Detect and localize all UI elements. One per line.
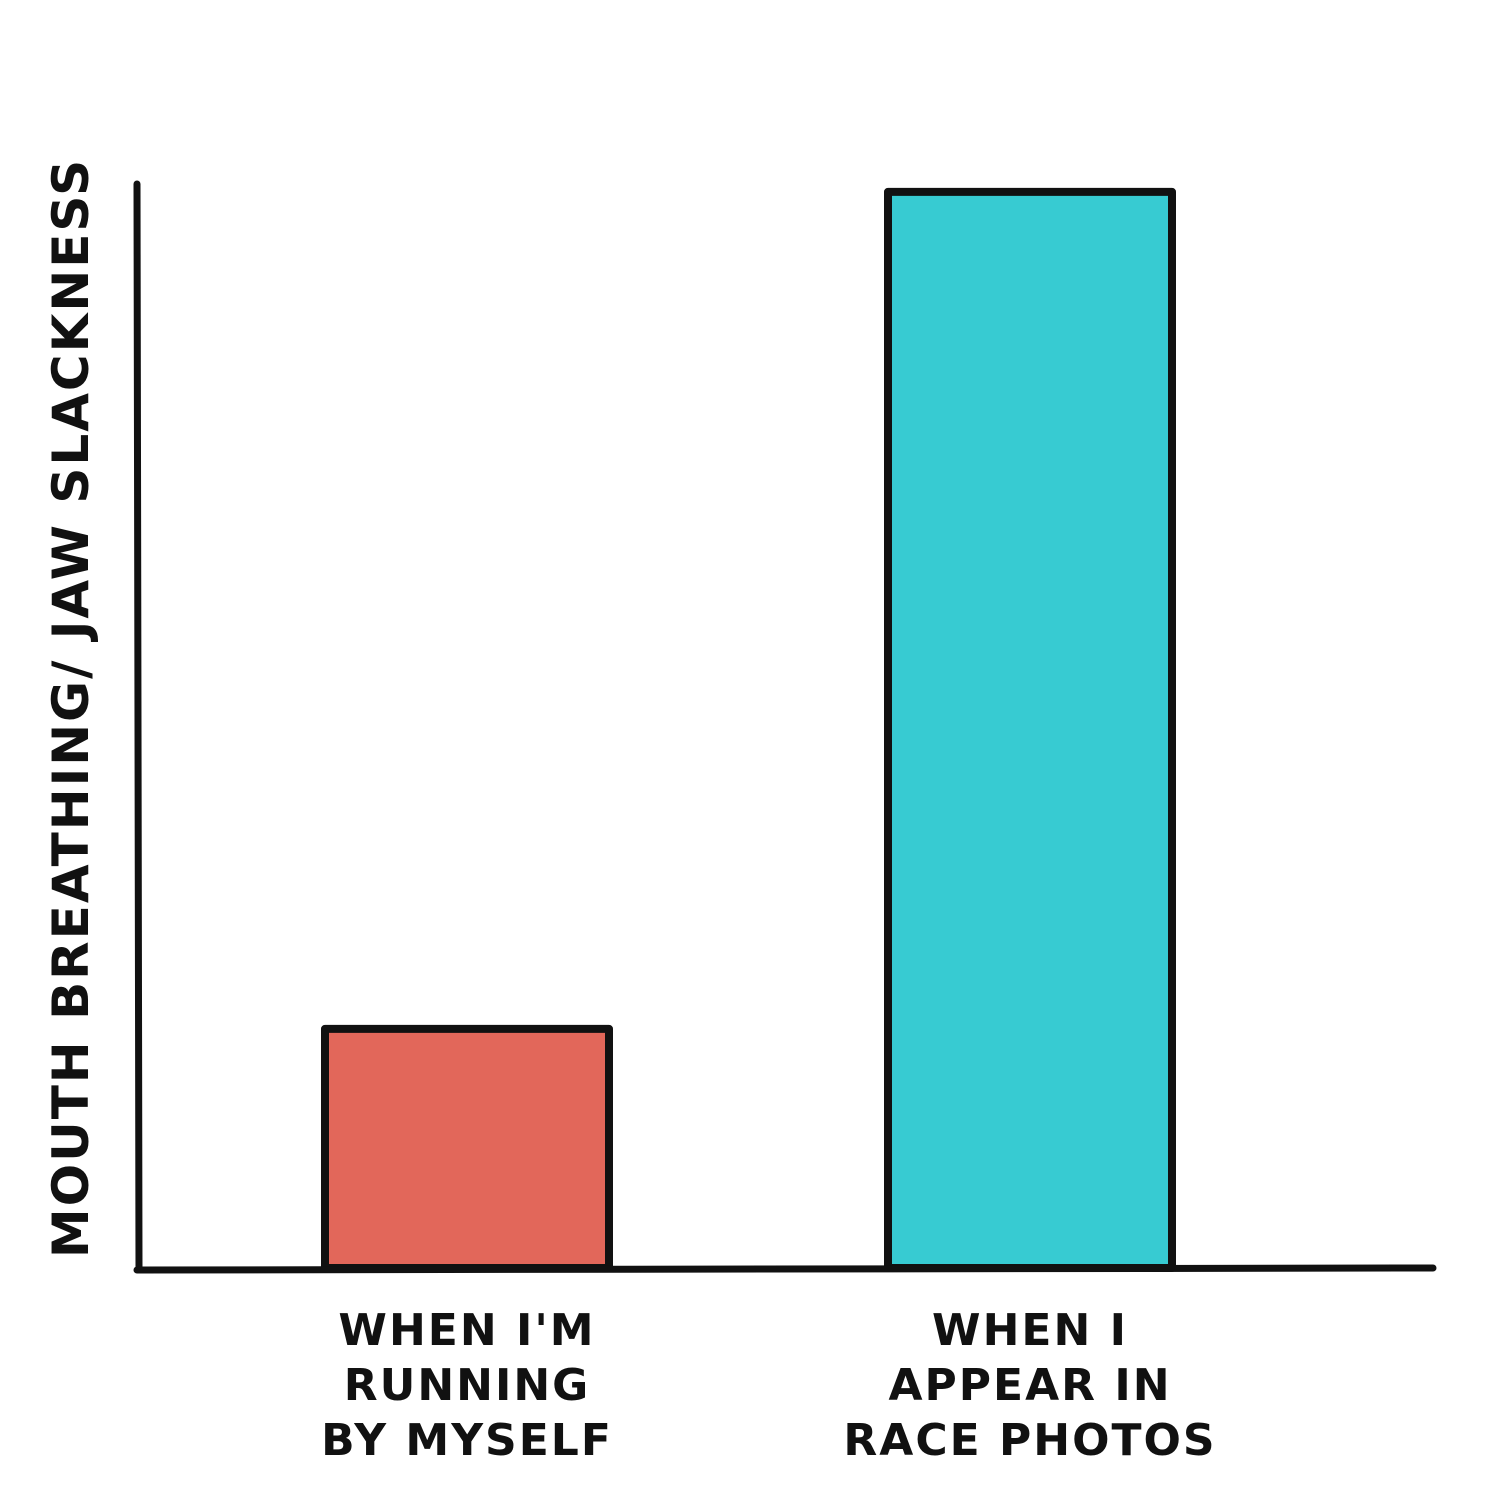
x-tick-label-line: RUNNING	[344, 1360, 591, 1411]
bar-2	[884, 187, 1176, 1272]
bars	[321, 187, 1176, 1272]
x-tick-label-line: APPEAR IN	[888, 1360, 1171, 1411]
x-tick-label-line: BY MYSELF	[321, 1415, 613, 1466]
x-tick-label-line: RACE PHOTOS	[843, 1415, 1216, 1466]
x-tick-label-line: WHEN I'M	[338, 1305, 595, 1356]
bar-1	[321, 1024, 613, 1272]
y-axis-line	[133, 180, 143, 1274]
x-tick-label-line: WHEN I	[932, 1305, 1128, 1356]
y-axis-label: MOUTH BREATHING/ JAW SLACKNESS	[42, 158, 100, 1258]
x-tick-label-1: WHEN I'M RUNNING BY MYSELF	[321, 1305, 613, 1466]
x-tick-label-2: WHEN I APPEAR IN RACE PHOTOS	[843, 1305, 1216, 1466]
x-axis-line	[133, 1264, 1437, 1274]
